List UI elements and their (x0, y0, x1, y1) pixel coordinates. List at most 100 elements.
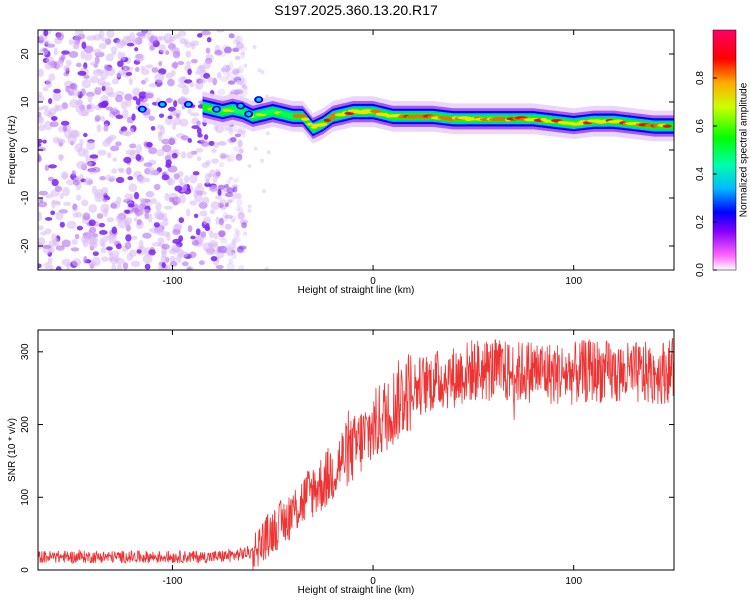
noise-speckle (157, 213, 165, 221)
noise-speckle (210, 256, 218, 262)
noise-speckle (195, 147, 204, 153)
noise-speckle (72, 39, 79, 49)
noise-speckle (238, 264, 245, 270)
noise-speckle (186, 151, 194, 159)
noise-speckle (69, 99, 79, 108)
noise-speckle (38, 225, 45, 231)
noise-speckle (219, 204, 227, 210)
noise-speckle (216, 245, 222, 253)
noise-speckle (110, 46, 118, 53)
frequency-ridge (137, 91, 674, 144)
noise-speckle (232, 47, 240, 53)
noise-speckle (177, 61, 185, 66)
noise-speckle (202, 196, 210, 205)
noise-speckle (58, 154, 63, 162)
noise-speckle (101, 85, 106, 92)
noise-speckle (219, 198, 227, 207)
noise-speckle (223, 186, 231, 193)
noise-speckle (48, 164, 57, 169)
noise-speckle (74, 233, 80, 240)
noise-speckle (266, 150, 271, 155)
noise-speckle (192, 171, 200, 176)
noise-speckle (132, 96, 138, 101)
noise-speckle (123, 156, 132, 164)
noise-speckle (65, 59, 72, 67)
noise-speckle (89, 61, 98, 66)
noise-speckle (169, 261, 178, 267)
noise-speckle (219, 76, 228, 83)
noise-speckle (233, 232, 240, 240)
noise-speckle (233, 35, 244, 44)
noise-speckle (143, 162, 153, 167)
noise-speckle (231, 193, 242, 199)
noise-speckle (168, 136, 177, 146)
noise-speckle (187, 137, 192, 144)
noise-speckle (77, 98, 83, 108)
noise-speckle (218, 199, 226, 204)
noise-speckle (138, 91, 148, 99)
noise-speckle (262, 189, 267, 194)
noise-speckle (191, 42, 196, 50)
noise-speckle (181, 261, 189, 267)
noise-speckle (97, 149, 107, 156)
noise-speckle (155, 202, 162, 212)
noise-speckle (106, 136, 114, 142)
noise-speckle (217, 188, 222, 197)
colorbar-ticks: 0.0 0.2 0.4 0.6 0.8 (695, 71, 717, 277)
noise-speckle (126, 167, 132, 175)
snr-x-tick-label: 100 (565, 576, 582, 587)
noise-speckle (226, 187, 235, 194)
noise-speckle (226, 262, 235, 270)
noise-speckle (43, 30, 49, 37)
ridge-peak (323, 118, 331, 122)
noise-speckle (198, 64, 205, 71)
noise-speckle (222, 69, 229, 76)
noise-speckle (179, 177, 184, 185)
noise-speckle (39, 197, 44, 204)
noise-speckle (194, 185, 205, 195)
noise-speckle (236, 88, 243, 94)
spectrogram-y-tick-label: 20 (20, 48, 31, 60)
noise-speckle (55, 211, 64, 221)
noise-speckle (121, 51, 126, 61)
noise-speckle (125, 71, 133, 76)
noise-speckle (83, 148, 89, 159)
noise-speckle (189, 81, 195, 88)
noise-speckle (150, 169, 160, 176)
snr-panel: -100 0 100 0 100 200 300 Height of straight l… (7, 329, 675, 596)
noise-speckle (247, 208, 252, 213)
noise-speckle (89, 154, 99, 159)
noise-speckle (224, 202, 229, 208)
noise-speckle (164, 218, 169, 226)
noise-speckle (180, 135, 189, 141)
noise-speckle (178, 194, 186, 204)
spectrogram-y-tick-label: -20 (20, 238, 31, 253)
noise-speckle (158, 113, 165, 118)
noise-speckle (115, 39, 126, 49)
noise-speckle (231, 240, 237, 249)
noise-speckle (181, 85, 190, 96)
noise-speckle (186, 208, 191, 217)
noise-speckle (107, 234, 117, 244)
noise-speckle (71, 89, 81, 97)
noise-speckle (112, 157, 118, 162)
noise-speckle (148, 83, 158, 88)
noise-speckle (117, 51, 123, 60)
noise-speckle (138, 239, 144, 250)
noise-speckle (210, 201, 221, 210)
noise-speckle (86, 140, 96, 151)
noise-speckle (216, 72, 222, 79)
spectrogram-x-tick-label: 0 (370, 276, 376, 287)
ridge-peak (301, 117, 310, 121)
noise-speckle (157, 237, 165, 244)
noise-speckle (243, 231, 248, 236)
noise-speckle (72, 203, 78, 210)
noise-speckle (225, 74, 230, 80)
noise-speckle (43, 40, 50, 45)
noise-speckle (116, 71, 122, 78)
noise-speckle (236, 229, 241, 237)
noise-speckle (69, 83, 76, 90)
noise-speckle (205, 159, 211, 166)
noise-speckle (74, 30, 84, 37)
